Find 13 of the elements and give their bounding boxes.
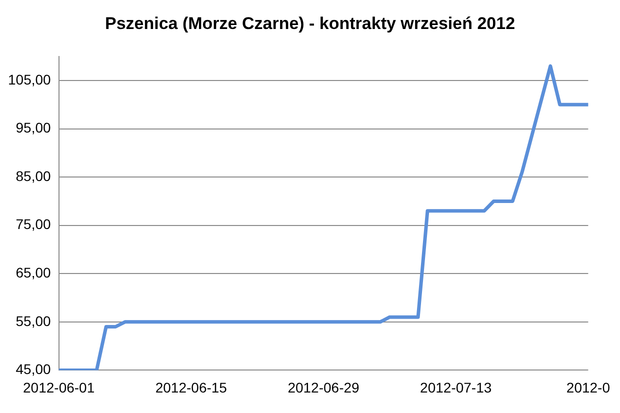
y-tick-label: 75,00 — [16, 216, 52, 232]
x-tick-label: 2012-06-15 — [155, 379, 228, 396]
y-tick-label: 85,00 — [16, 168, 52, 184]
x-tick-label: 2012-07-13 — [420, 379, 492, 396]
y-tick-label: 95,00 — [16, 120, 52, 136]
x-tick-label: 2012-06-01 — [23, 379, 95, 396]
y-tick-label: 65,00 — [16, 264, 52, 281]
y-tick-label: 45,00 — [16, 361, 52, 378]
y-tick-label: 105,00 — [8, 71, 52, 88]
x-tick-label: 2012-0 — [566, 379, 610, 396]
y-tick-label: 55,00 — [16, 312, 52, 329]
chart-title: Pszenica (Morze Czarne) - kontrakty wrzesień 2012 — [104, 14, 516, 33]
x-tick-label: 2012-06-29 — [288, 379, 360, 396]
